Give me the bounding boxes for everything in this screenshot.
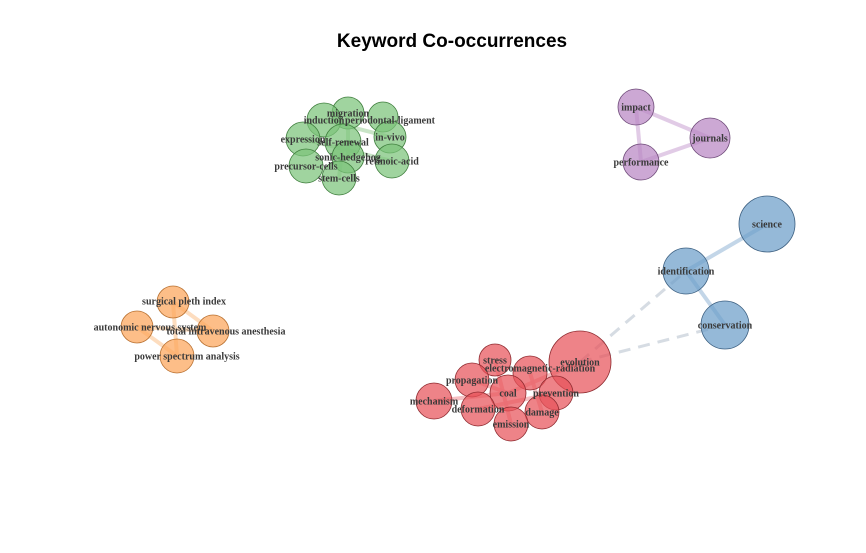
node-label-surgical-pleth-index: surgical pleth index — [142, 296, 226, 307]
node-label-coal: coal — [499, 388, 516, 399]
node-damage[interactable] — [524, 394, 560, 430]
node-label-mechanism: mechanism — [410, 396, 459, 407]
node-performance[interactable] — [622, 143, 660, 181]
node-label-emission: emission — [493, 419, 530, 430]
node-identification[interactable] — [662, 247, 710, 295]
node-stress[interactable] — [478, 343, 512, 377]
node-precursor-cells[interactable] — [288, 148, 324, 184]
diagram-title: Keyword Co-occurrences — [337, 31, 567, 52]
node-label-retinoic-acid: retinoic-acid — [365, 156, 419, 167]
node-label-migration: migration — [327, 108, 370, 119]
node-retinoic-acid[interactable] — [374, 143, 410, 179]
node-label-precursor-cells: precursor-cells — [274, 161, 337, 172]
node-conservation[interactable] — [700, 300, 750, 350]
node-label-journals: journals — [691, 133, 728, 144]
nodes-layer — [120, 88, 796, 442]
node-label-periodontal-ligament: periodontal-ligament — [345, 115, 436, 126]
node-deformation[interactable] — [460, 391, 496, 427]
node-label-identification: identification — [658, 266, 715, 277]
node-label-stem-cells: stem-cells — [318, 173, 360, 184]
node-label-electromagnetic-radiation: electromagnetic-radiation — [485, 363, 596, 374]
node-label-power-spectrum-analysis: power spectrum analysis — [134, 351, 239, 362]
node-power-spectrum-analysis[interactable] — [159, 338, 195, 374]
node-label-deformation: deformation — [452, 404, 505, 415]
node-label-damage: damage — [525, 407, 559, 418]
node-evolution[interactable] — [548, 330, 612, 394]
node-total-intravenous-anesthesia[interactable] — [196, 314, 230, 348]
node-journals[interactable] — [689, 117, 731, 159]
node-label-self-renewal: self-renewal — [317, 137, 369, 148]
node-label-induction: induction — [304, 115, 345, 126]
node-label-performance: performance — [614, 157, 670, 168]
node-label-total-intravenous-anesthesia: total intravenous anesthesia — [167, 326, 286, 337]
node-surgical-pleth-index[interactable] — [156, 285, 190, 319]
node-label-impact: impact — [621, 102, 651, 113]
node-label-prevention: prevention — [533, 388, 579, 399]
node-stem-cells[interactable] — [321, 160, 357, 196]
node-emission[interactable] — [493, 406, 529, 442]
node-mechanism[interactable] — [415, 382, 453, 420]
node-label-autonomic-nervous-system: autonomic nervous system — [94, 322, 207, 333]
node-label-sonic-hedgehog: sonic-hedgehog — [315, 152, 381, 163]
node-label-science: science — [752, 219, 783, 230]
node-label-expression: expression — [281, 134, 326, 145]
node-label-stress: stress — [483, 355, 507, 366]
node-autonomic-nervous-system[interactable] — [120, 310, 154, 344]
node-label-in-vivo: in-vivo — [375, 132, 404, 143]
node-label-conservation: conservation — [698, 320, 753, 331]
node-label-propagation: propagation — [446, 375, 498, 386]
node-impact[interactable] — [617, 88, 655, 126]
node-label-evolution: evolution — [560, 357, 600, 368]
node-science[interactable] — [738, 195, 796, 253]
